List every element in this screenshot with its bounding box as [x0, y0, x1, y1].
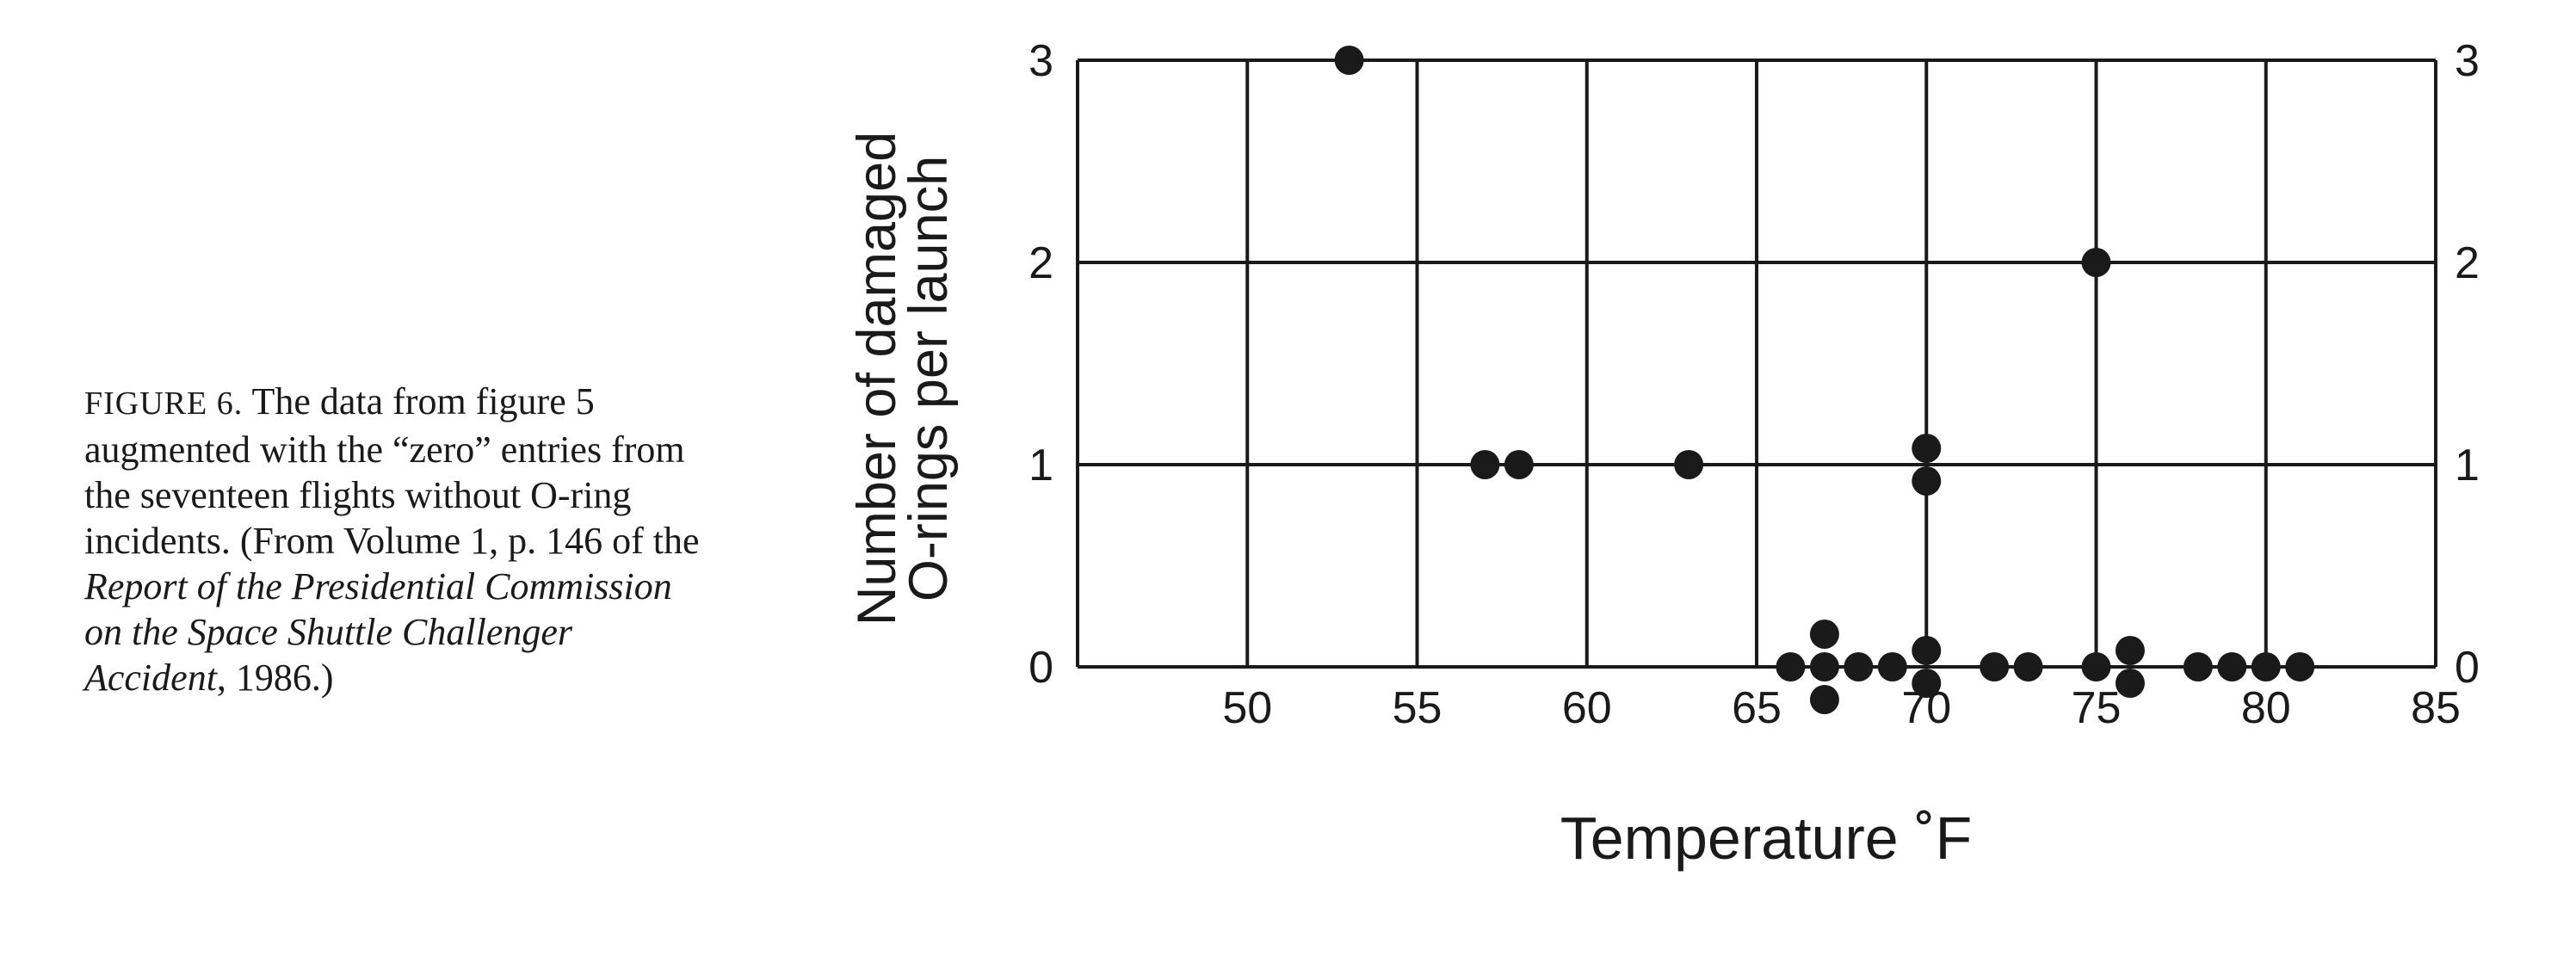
y-tick-label-right: 3: [2455, 36, 2480, 86]
x-tick-label: 80: [2241, 683, 2291, 733]
data-point: [2081, 248, 2111, 277]
data-point: [2183, 652, 2213, 681]
x-axis-label: Temperature ˚F: [1560, 805, 1972, 872]
x-tick-label: 55: [1393, 683, 1442, 733]
figure-label: FIGURE 6.: [84, 385, 244, 422]
data-point: [2285, 652, 2315, 681]
x-tick-label: 50: [1222, 683, 1272, 733]
data-point: [1334, 46, 1364, 75]
y-tick-label-right: 1: [2455, 441, 2480, 490]
data-point: [2251, 652, 2281, 681]
x-tick-label: 85: [2411, 683, 2461, 733]
data-point: [2115, 669, 2145, 698]
data-points: [1334, 46, 2315, 714]
x-tick-label: 65: [1732, 683, 1782, 733]
y-tick-label: 1: [1029, 441, 1053, 490]
data-point: [1809, 620, 1839, 649]
grid: [1078, 60, 2436, 667]
data-point: [2217, 652, 2247, 681]
caption-text-end: , 1986.): [216, 657, 334, 699]
y-axis-label-line1: Number of damaged: [847, 132, 907, 626]
data-point: [1877, 652, 1907, 681]
data-point: [1912, 636, 1942, 665]
data-point: [1844, 652, 1874, 681]
data-point: [1912, 434, 1942, 463]
data-point: [1809, 652, 1839, 681]
data-point: [1470, 450, 1500, 479]
data-point: [1809, 685, 1839, 714]
data-point: [1776, 652, 1806, 681]
figure-caption: FIGURE 6. The data from figure 5 augment…: [84, 379, 704, 700]
y-axis-label-line2: O-rings per launch: [899, 156, 959, 601]
y-tick-label: 3: [1029, 36, 1053, 86]
y-tick-label-right: 2: [2455, 238, 2480, 288]
data-point: [1674, 450, 1704, 479]
caption-report-title: Report of the Presidential Commission on…: [84, 565, 672, 699]
y-tick-label: 2: [1029, 238, 1053, 288]
data-point: [1912, 466, 1942, 496]
caption-text: The data from figure 5 augmented with th…: [84, 380, 700, 562]
data-point: [2013, 652, 2043, 681]
data-point: [1504, 450, 1534, 479]
x-tick-label: 60: [1562, 683, 1612, 733]
y-tick-label-right: 0: [2455, 643, 2480, 693]
data-point: [1980, 652, 2010, 681]
data-point: [2081, 652, 2111, 681]
data-point: [1912, 669, 1942, 698]
x-tick-label: 75: [2072, 683, 2122, 733]
data-point: [2115, 636, 2145, 665]
y-tick-label: 0: [1029, 643, 1053, 693]
